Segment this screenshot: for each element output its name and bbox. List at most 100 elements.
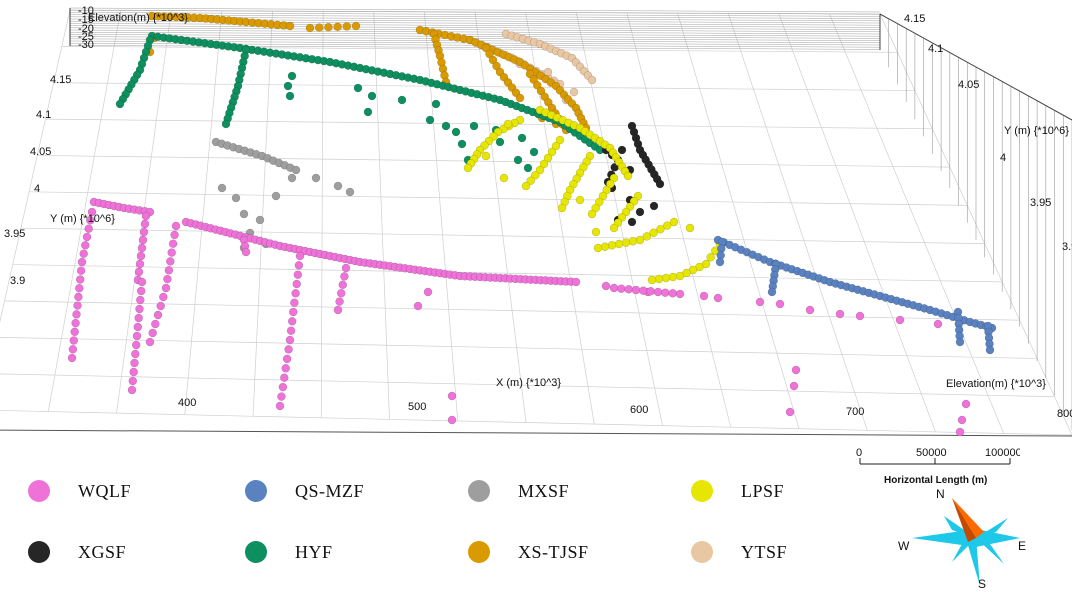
point-wqlf — [156, 301, 165, 311]
point-hyf — [221, 119, 231, 129]
axis-labels-layer: 400 500 600 700 800 X (m) {*10^3} Elevat… — [4, 5, 1072, 420]
legend-swatch — [468, 480, 490, 502]
point-wqlf — [895, 315, 905, 325]
point-wqlf — [137, 277, 147, 287]
grid-line-y — [20, 227, 985, 244]
compass-star-diag — [952, 538, 976, 562]
point-hyf — [425, 115, 435, 125]
y-left-tick-label: 4.15 — [50, 74, 71, 86]
point-wqlf — [955, 427, 965, 437]
point-lpsf — [621, 238, 631, 247]
point-lpsf — [661, 273, 671, 283]
point-wqlf — [755, 297, 765, 307]
legend-label: YTSF — [741, 541, 788, 562]
grid-line-x — [184, 10, 223, 415]
point-qs-mzf — [985, 345, 995, 355]
point-wqlf — [141, 211, 151, 221]
point-mxsf — [231, 193, 241, 203]
point-lpsf — [649, 228, 658, 238]
x-tick-label: 500 — [408, 401, 426, 413]
point-xs-tjsf — [488, 55, 498, 65]
point-lpsf — [656, 224, 665, 234]
grid-line-y — [4, 300, 1020, 321]
point-wqlf — [284, 345, 293, 354]
point-mxsf — [255, 215, 265, 225]
point-lpsf — [521, 181, 531, 191]
point-wqlf — [791, 365, 801, 375]
point-wqlf — [287, 317, 297, 326]
point-wqlf — [140, 219, 150, 229]
point-wqlf — [171, 221, 181, 231]
back-wall-line — [69, 34, 881, 39]
point-lpsf — [675, 271, 685, 281]
grid-line-x — [320, 11, 324, 418]
point-wqlf — [136, 295, 145, 305]
y-right-tick-label: 4.1 — [928, 43, 943, 55]
point-lpsf — [685, 223, 695, 233]
point-wqlf — [278, 382, 288, 392]
grid-line-y — [61, 46, 898, 53]
grid-line-y — [53, 82, 915, 91]
point-wqlf — [130, 358, 139, 368]
point-wqlf — [290, 298, 299, 307]
point-lpsf — [623, 171, 633, 181]
point-qs-mzf — [955, 337, 965, 347]
point-qs-mzf — [767, 287, 777, 297]
point-hyf — [397, 95, 407, 105]
compass-star-s — [967, 538, 980, 586]
point-wqlf — [135, 304, 144, 314]
point-lpsf — [481, 151, 491, 161]
point-wqlf — [624, 285, 633, 294]
point-lpsf — [593, 243, 603, 253]
back-wall-line — [69, 25, 881, 30]
point-mxsf — [239, 209, 249, 219]
point-wqlf — [151, 319, 160, 329]
point-wqlf — [71, 318, 80, 328]
grid-line-x — [727, 13, 868, 431]
scale-bar-tick-label: 100000 — [985, 447, 1020, 459]
compass-w-label: W — [898, 539, 910, 553]
point-lpsf — [535, 165, 545, 175]
point-lpsf — [669, 217, 679, 227]
point-wqlf — [775, 299, 785, 309]
grid-line-y — [12, 264, 1003, 283]
point-xgsf — [655, 179, 665, 189]
legend-swatch — [245, 541, 267, 563]
scale-bar-tick-label: 0 — [856, 447, 862, 459]
point-xgsf — [617, 145, 627, 155]
point-lpsf — [607, 241, 617, 250]
point-lpsf — [463, 163, 473, 173]
point-wqlf — [161, 283, 171, 293]
point-wqlf — [335, 297, 344, 306]
point-wqlf — [675, 289, 685, 299]
point-lpsf — [642, 232, 652, 241]
point-mxsf — [333, 181, 343, 191]
point-wqlf — [166, 257, 175, 266]
point-mxsf — [287, 173, 297, 183]
point-xs-tjsf — [285, 21, 295, 31]
y-left-tick-label: 3.9 — [10, 275, 25, 287]
point-wqlf — [137, 243, 147, 253]
point-xgsf — [635, 207, 645, 217]
y-left-tick-label: 4.05 — [30, 146, 51, 158]
grid-line-x — [252, 10, 273, 417]
point-hyf — [363, 107, 373, 117]
point-wqlf — [291, 289, 300, 298]
grid-line-x — [829, 13, 1005, 434]
legend-item-ytsf: YTSF — [691, 541, 787, 563]
elevation-top-tick: -25 — [78, 31, 94, 43]
point-lpsf — [526, 176, 535, 185]
point-wqlf — [128, 376, 138, 386]
point-lpsf — [595, 197, 604, 207]
point-xs-tjsf — [333, 22, 342, 32]
point-wqlf — [138, 235, 148, 245]
point-lpsf — [555, 135, 565, 145]
point-wqlf — [168, 239, 178, 248]
point-lpsf — [647, 275, 657, 285]
point-xs-tjsf — [515, 93, 525, 103]
point-xgsf — [627, 217, 637, 227]
point-wqlf — [280, 373, 289, 382]
point-hyf — [285, 91, 295, 101]
point-lpsf — [602, 185, 611, 195]
point-hyf — [457, 139, 467, 149]
